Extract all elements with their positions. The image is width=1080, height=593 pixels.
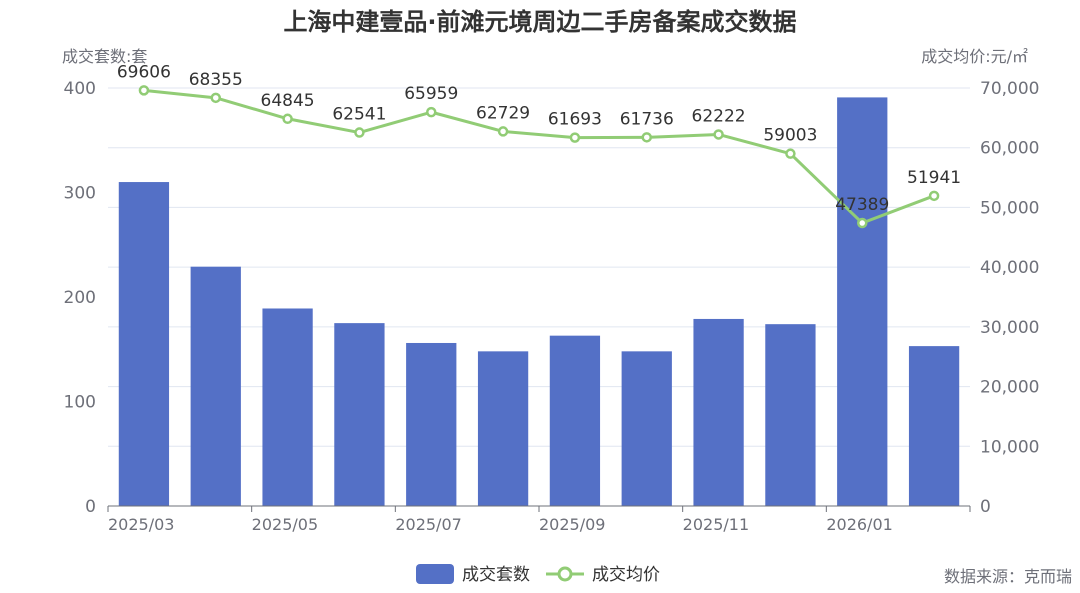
legend-item-bar[interactable]: 成交套数: [416, 564, 530, 585]
price-point-2025/07: [426, 106, 437, 118]
legend-line-label: 成交均价: [592, 565, 660, 585]
price-point-2025/09: [569, 132, 581, 143]
legend-bar-swatch: [416, 564, 454, 584]
price-label-2025/06: 62541: [332, 105, 386, 125]
price-label-2025/07: 65959: [404, 84, 458, 104]
price-label-2025/03: 69606: [117, 62, 171, 82]
price-point-2025/12: [785, 148, 796, 159]
y-right-tick-label: 30,000: [980, 318, 1039, 338]
price-point-2026/02: [928, 190, 940, 202]
x-tick-label: 2025/05: [252, 515, 318, 534]
bar-2025/04: [190, 266, 241, 506]
y-right-tick-label: 0: [980, 497, 991, 517]
y-left-axis-title: 成交套数:套: [62, 47, 147, 66]
legend-item-line[interactable]: 成交均价: [546, 565, 660, 585]
bar-2025/12: [765, 324, 816, 506]
price-label-2026/01: 47389: [835, 195, 889, 215]
legend-line-marker: [557, 566, 573, 582]
source-note: 数据来源：克而瑞: [944, 567, 1072, 586]
price-label-2026/02: 51941: [907, 168, 961, 188]
bar-2025/10: [621, 351, 672, 506]
bar-2026/01: [837, 97, 888, 506]
y-right-axis-title: 成交均价:元/㎡: [921, 47, 1028, 66]
bar-2025/06: [334, 323, 385, 506]
price-label-2025/10: 61736: [620, 109, 674, 129]
bar-2025/08: [477, 351, 529, 506]
data-labels: 69606 68355 64845 62541 65959 62729 61693 61736…: [117, 62, 961, 215]
y-left-tick-label: 400: [64, 79, 96, 99]
price-point-2025/03: [138, 85, 150, 96]
grid-lines: [108, 87, 970, 447]
x-tick-label: 2026/01: [826, 515, 892, 534]
price-point-2026/01: [857, 217, 868, 229]
x-tick-label: 2025/07: [395, 515, 461, 534]
y-right-tick-label: 10,000: [980, 437, 1039, 457]
y-right-tick-label: 70,000: [980, 79, 1039, 99]
price-point-2025/06: [354, 127, 365, 138]
bar-2025/07: [406, 342, 457, 506]
price-label-2025/04: 68355: [189, 70, 243, 90]
y-right-tick-label: 50,000: [980, 198, 1039, 218]
y-left-tick-label: 300: [64, 184, 96, 204]
y-left-tick-label: 200: [64, 288, 96, 308]
bar-series: [118, 97, 960, 507]
y-left-tick-label: 100: [64, 393, 96, 413]
bar-2025/09: [549, 335, 601, 506]
y-right-tick-label: 40,000: [980, 258, 1039, 278]
bar-2025/11: [693, 318, 744, 506]
line-series: [138, 85, 940, 229]
x-tick-label: 2025/03: [108, 515, 174, 534]
price-point-2025/10: [641, 132, 652, 143]
price-label-2025/08: 62729: [476, 103, 530, 123]
x-tick-label: 2025/11: [683, 515, 749, 534]
bar-2026/02: [908, 346, 960, 506]
axes: 0 10,000 20,000 30,000 40,000 50,000 60,000 70,…: [64, 79, 1040, 534]
bar-2025/05: [262, 308, 313, 506]
legend-bar-label: 成交套数: [462, 565, 530, 585]
chart-title: 上海中建壹品·前滩元境周边二手房备案成交数据: [283, 8, 796, 36]
price-point-2025/08: [497, 126, 509, 137]
price-point-2025/11: [713, 129, 724, 140]
bar-2025/03: [118, 182, 170, 507]
y-left-tick-label: 0: [85, 497, 96, 517]
price-label-2025/05: 64845: [261, 91, 315, 111]
price-label-2025/09: 61693: [548, 110, 602, 130]
y-right-tick-label: 20,000: [980, 378, 1039, 398]
price-point-2025/05: [282, 113, 293, 125]
price-label-2025/12: 59003: [763, 126, 817, 146]
price-label-2025/11: 62222: [692, 106, 746, 126]
price-line: [143, 88, 935, 225]
legend[interactable]: 成交套数 成交均价: [416, 564, 660, 585]
x-tick-label: 2025/09: [539, 515, 605, 534]
y-right-tick-label: 60,000: [980, 139, 1039, 159]
price-point-2025/04: [210, 92, 221, 104]
